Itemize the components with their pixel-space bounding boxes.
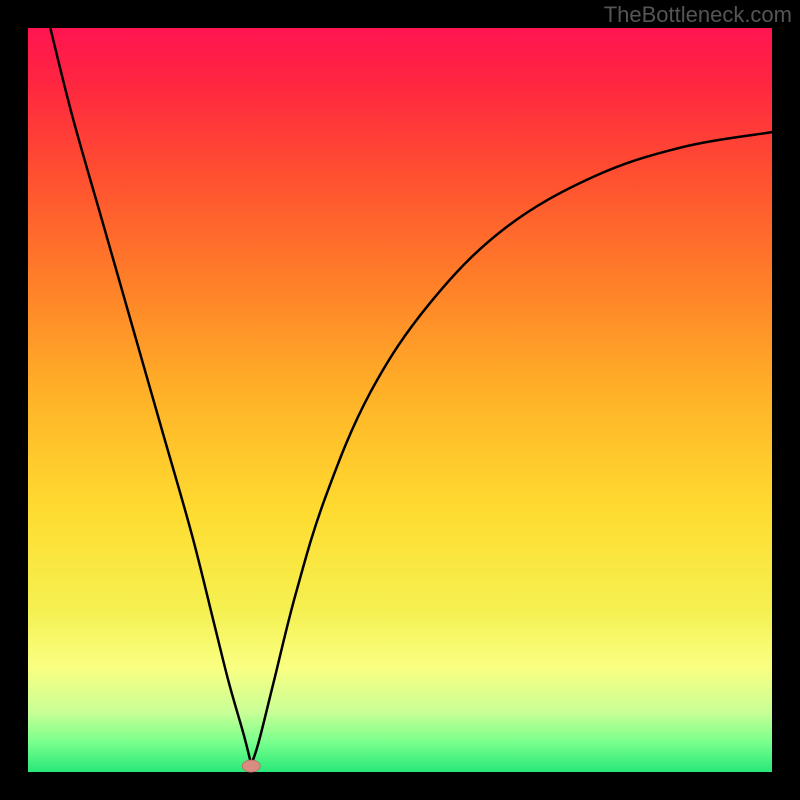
vertex-marker bbox=[242, 760, 260, 772]
chart-frame: TheBottleneck.com bbox=[0, 0, 800, 800]
bottleneck-chart bbox=[0, 0, 800, 800]
watermark-text: TheBottleneck.com bbox=[604, 2, 792, 28]
gradient-background bbox=[28, 28, 772, 772]
